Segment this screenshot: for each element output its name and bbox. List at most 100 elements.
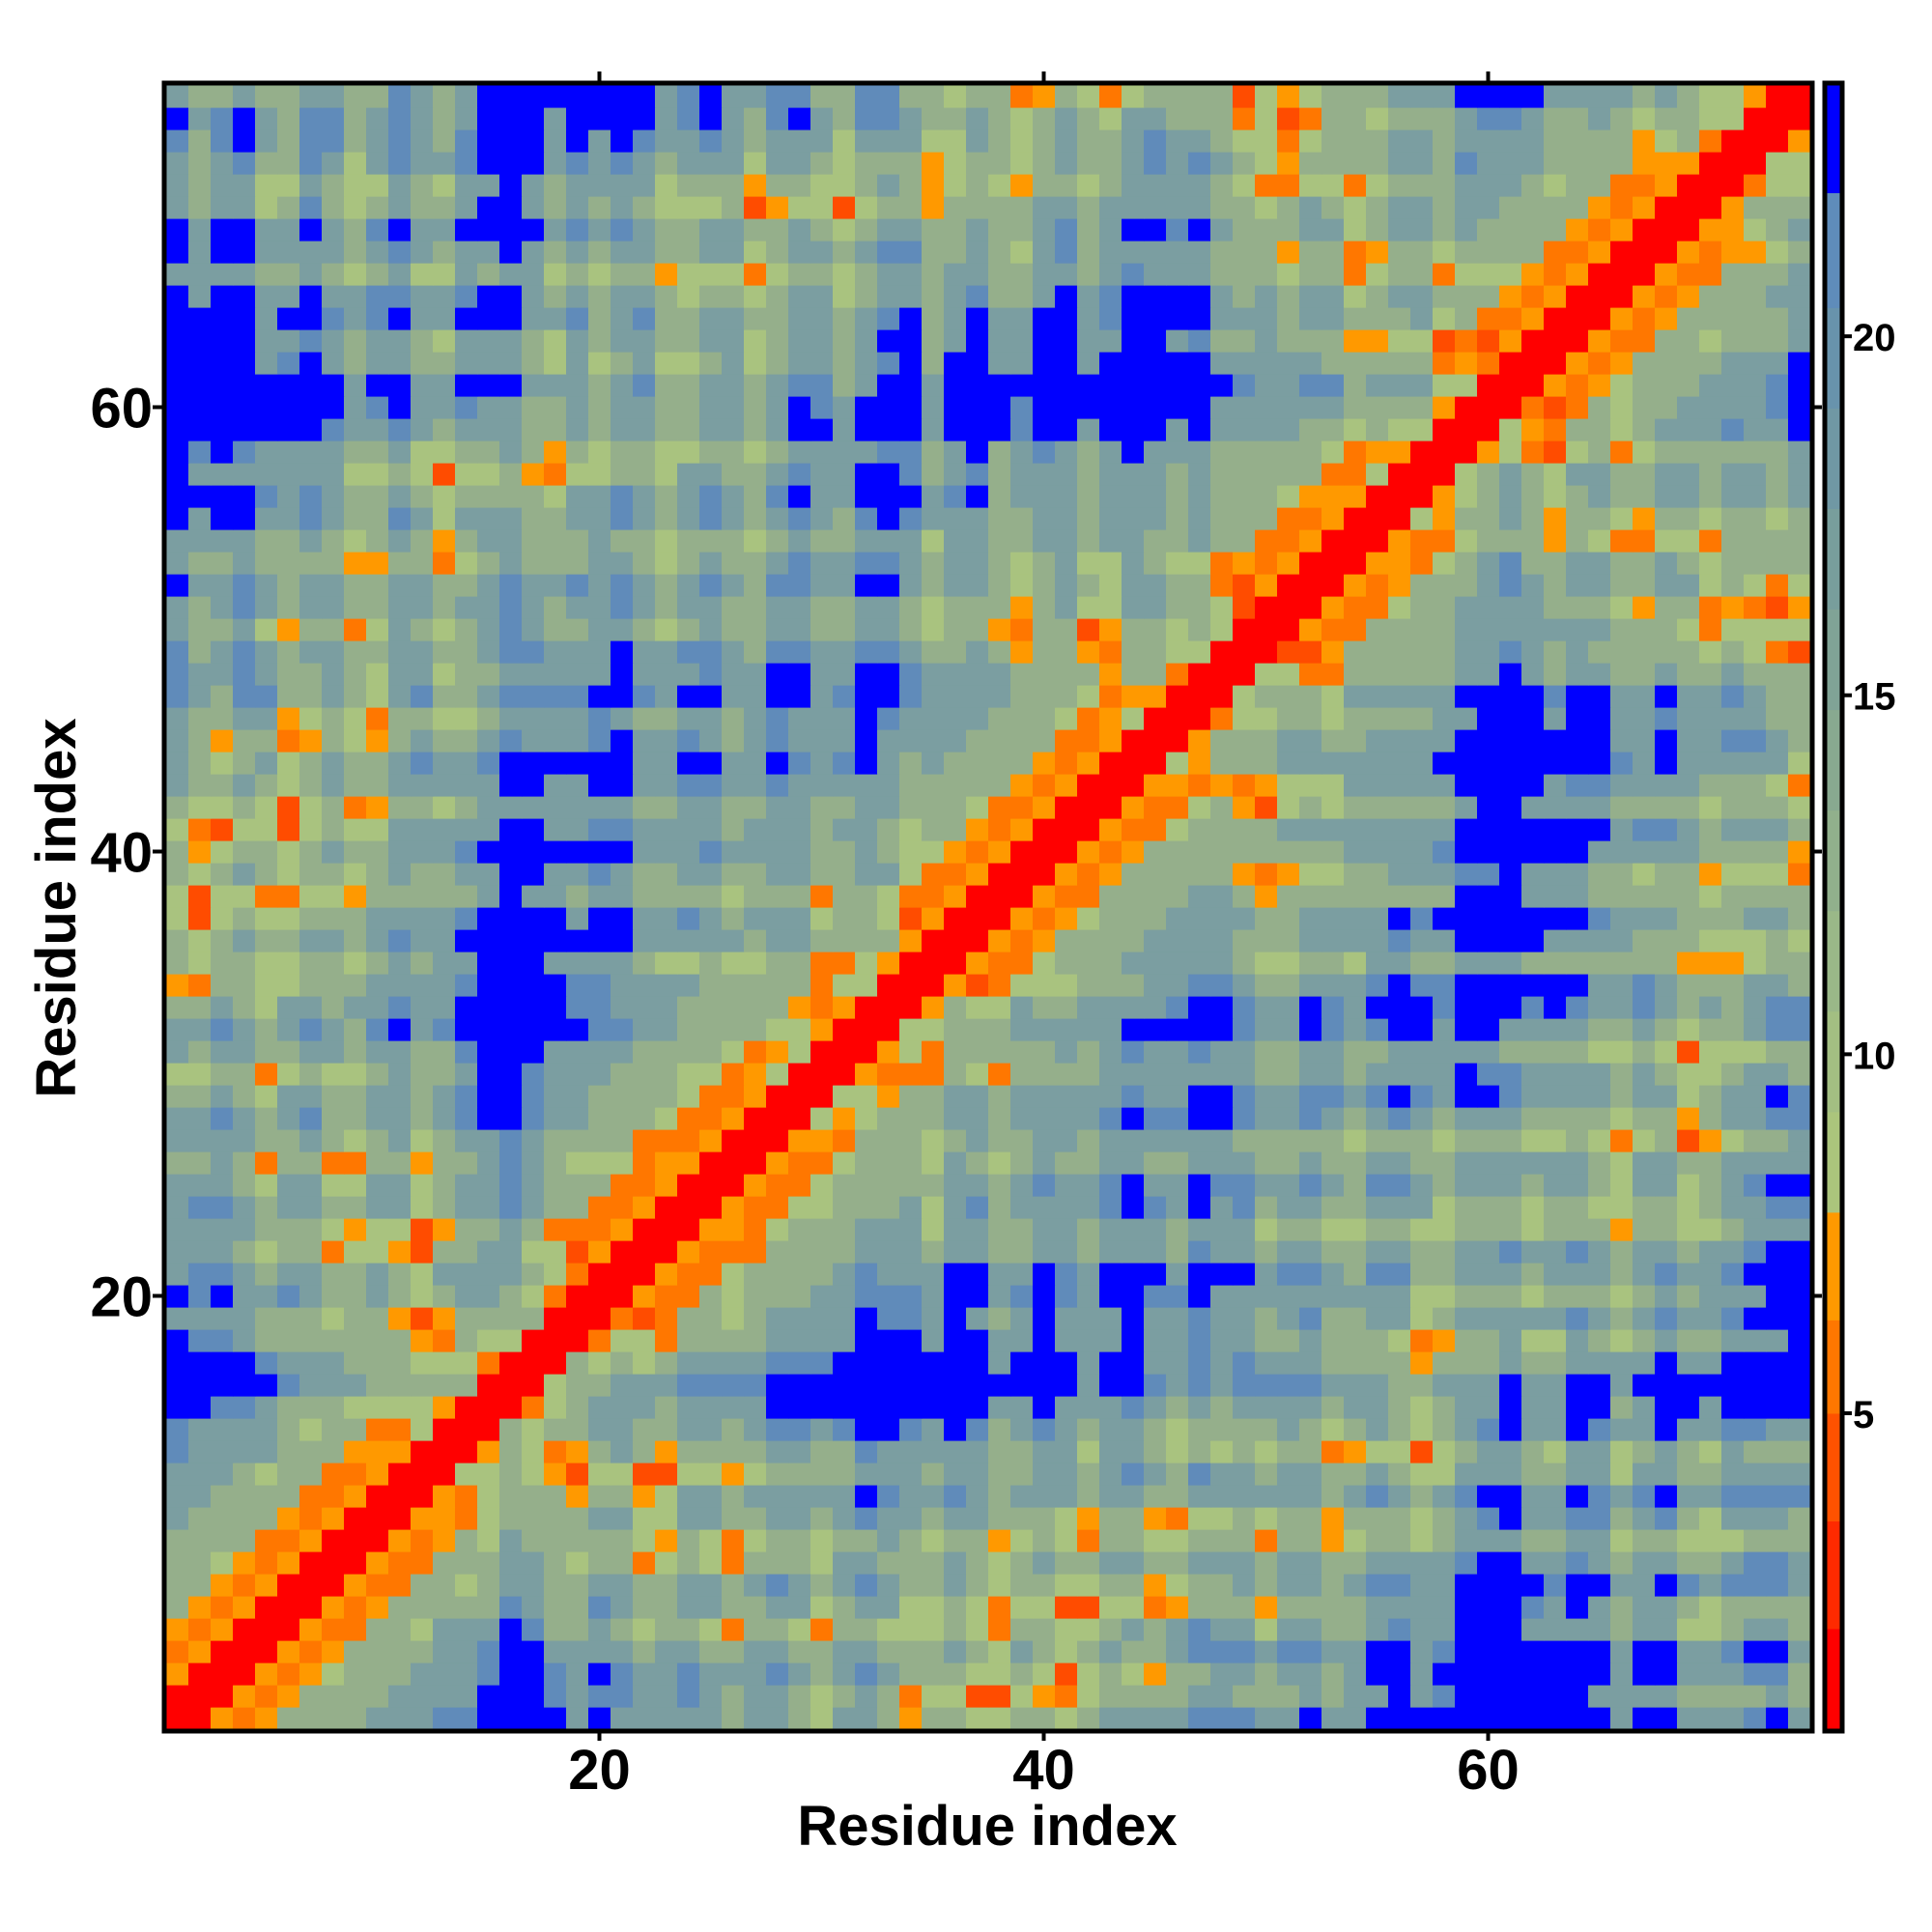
heatmap-cell [388,1107,412,1130]
heatmap-cell [1077,352,1100,375]
heatmap-cell [1521,396,1545,419]
heatmap-cell [188,1418,212,1441]
heatmap-cell [1588,352,1611,375]
heatmap-cell [899,863,923,886]
heatmap-cell [1744,1596,1767,1619]
heatmap-cell [544,1529,567,1552]
heatmap-cell [1499,929,1522,952]
heatmap-cell [166,596,189,619]
heatmap-cell [877,396,900,419]
heatmap-cell [1233,1196,1256,1219]
heatmap-cell [1699,796,1722,819]
heatmap-cell [1255,774,1278,797]
heatmap-cell [1344,241,1367,264]
heatmap-cell [744,463,767,486]
heatmap-cell [1321,929,1345,952]
heatmap-cell [1410,485,1434,508]
heatmap-cell [166,574,189,597]
heatmap-cell [588,552,611,575]
heatmap-cell [944,552,967,575]
heatmap-cell [211,752,234,775]
heatmap-cell [988,885,1011,908]
heatmap-cell [1433,929,1456,952]
heatmap-cell [166,840,189,864]
heatmap-cell [1010,1485,1034,1508]
heatmap-cell [1499,396,1522,419]
heatmap-cell [877,1396,900,1419]
heatmap-cell [1521,1685,1545,1708]
heatmap-cell [1321,907,1345,930]
heatmap-cell [1410,263,1434,286]
heatmap-cell [233,1551,256,1575]
heatmap-cell [899,1329,923,1352]
heatmap-cell [411,1240,434,1264]
heatmap-cell [1321,1507,1345,1530]
heatmap-cell [699,1374,723,1397]
heatmap-cell [277,1707,300,1730]
heatmap-cell [655,352,678,375]
heatmap-cell [922,974,945,997]
heatmap-cell [233,907,256,930]
heatmap-cell [1566,1485,1589,1508]
heatmap-cell [699,463,723,486]
heatmap-cell [366,818,389,841]
heatmap-cell [499,952,523,975]
heatmap-cell [499,1485,523,1508]
heatmap-cell [1610,640,1634,664]
heatmap-cell [588,1129,611,1152]
heatmap-cell [1588,618,1611,641]
heatmap-cell [366,374,389,397]
heatmap-cell [1210,885,1234,908]
heatmap-cell [1366,1351,1389,1375]
heatmap-cell [655,1218,678,1241]
heatmap-cell [1588,307,1611,330]
heatmap-cell [1188,1240,1211,1264]
heatmap-cell [1655,929,1678,952]
heatmap-cell [1277,1374,1300,1397]
heatmap-cell [1544,1040,1567,1064]
heatmap-cell [1255,1596,1278,1619]
heatmap-cell [477,1418,500,1441]
heatmap-cell [477,774,500,797]
heatmap-cell [611,1640,634,1663]
heatmap-cell [1544,1463,1567,1486]
heatmap-cell [988,663,1011,686]
heatmap-cell [766,1085,789,1108]
heatmap-cell [277,752,300,775]
heatmap-cell [588,1196,611,1219]
heatmap-cell [1077,1618,1100,1641]
heatmap-cell [1366,840,1389,864]
heatmap-cell [1499,663,1522,686]
heatmap-cell [255,1351,278,1375]
heatmap-cell [766,1574,789,1597]
heatmap-cell [166,218,189,242]
heatmap-cell [522,840,545,864]
heatmap-cell [1455,840,1478,864]
heatmap-cell [455,863,478,886]
heatmap-cell [522,1040,545,1064]
heatmap-cell [1566,1129,1589,1152]
heatmap-cell [344,907,367,930]
heatmap-cell [1699,685,1722,708]
heatmap-cell [1099,263,1122,286]
heatmap-cell [411,440,434,464]
heatmap-cell [544,1196,567,1219]
heatmap-cell [433,1485,456,1508]
heatmap-cell [544,1396,567,1419]
heatmap-cell [477,574,500,597]
heatmap-cell [1388,685,1411,708]
heatmap-cell [1788,774,1811,797]
heatmap-cell [1033,596,1056,619]
heatmap-cell [1655,1107,1678,1130]
heatmap-cell [877,1640,900,1663]
heatmap-cell [1455,1196,1478,1219]
heatmap-cell [966,1285,989,1308]
heatmap-cell [499,663,523,686]
heatmap-cell [810,485,834,508]
heatmap-cell [477,974,500,997]
heatmap-cell [699,1551,723,1575]
heatmap-cell [1033,974,1056,997]
heatmap-cell [966,818,989,841]
heatmap-cell [1299,1507,1322,1530]
heatmap-cell [166,929,189,952]
